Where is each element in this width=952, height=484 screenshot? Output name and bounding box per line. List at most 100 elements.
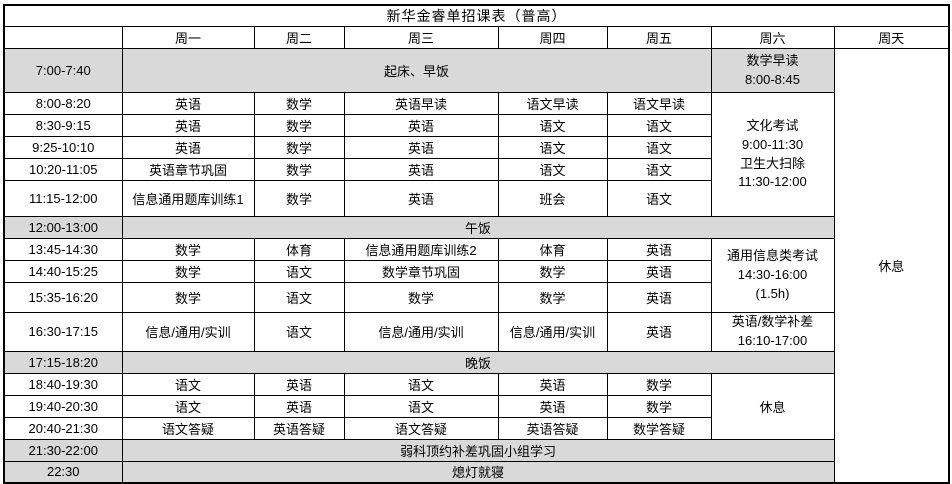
schedule-cell: 英语: [121, 114, 255, 137]
schedule-cell-sat-remedial: 英语/数学补差 16:10-17:00: [710, 312, 835, 352]
row-1020: 10:20-11:05 英语章节巩固 数学 英语 语文 语文: [3, 158, 949, 181]
schedule-cell: 语文: [497, 136, 608, 159]
schedule-cell: 英语: [343, 180, 499, 217]
schedule-cell: 语文: [606, 114, 712, 137]
row-0830: 8:30-9:15 英语 数学 英语 语文 语文: [3, 114, 949, 137]
row-1940: 19:40-20:30 语文 英语 语文 英语 数学: [3, 394, 949, 418]
schedule-cell: 英语: [343, 158, 499, 181]
schedule-cell: 数学: [497, 260, 608, 283]
schedule-cell: 英语: [343, 114, 499, 137]
time-slot: 20:40-21:30: [3, 416, 123, 440]
schedule-cell-sat-exam-cleaning: 文化考试 9:00-11:30 卫生大扫除 11:30-12:00: [710, 92, 835, 217]
schedule-cell: 数学: [253, 92, 345, 115]
time-column-header: [3, 26, 123, 49]
row-dinner: 17:15-18:20 晚饭: [3, 350, 949, 374]
day-header-thu: 周四: [497, 26, 608, 49]
time-slot: 13:45-14:30: [3, 238, 123, 261]
title-row: 新华金睿单招课表（普高）: [3, 4, 950, 27]
schedule-cell: 英语: [253, 394, 345, 418]
row-1535: 15:35-16:20 数学 语文 数学 数学 英语: [3, 282, 949, 313]
schedule-cell: 英语: [497, 372, 608, 396]
day-header-mon: 周一: [121, 26, 255, 49]
schedule-cell: 英语: [121, 92, 255, 115]
schedule-cell: 数学: [606, 394, 712, 418]
schedule-cell: 信息/通用/实训: [343, 312, 499, 352]
schedule-cell: 英语答疑: [253, 416, 345, 440]
schedule-cell: 数学: [253, 114, 345, 137]
schedule-cell: 语文早读: [497, 92, 608, 115]
schedule-cell: 数学: [121, 238, 255, 261]
schedule-cell: 体育: [497, 238, 608, 261]
time-slot: 14:40-15:25: [3, 260, 123, 283]
schedule-cell: 信息通用题库训练1: [121, 180, 255, 217]
day-header-wed: 周三: [343, 26, 499, 49]
schedule-cell-sunday-rest: 休息: [833, 48, 950, 484]
schedule-cell-dinner: 晚饭: [121, 350, 835, 374]
schedule-cell: 语文: [343, 394, 499, 418]
schedule-cell-group-study: 弱科顶约补差巩固小组学习: [121, 438, 835, 462]
schedule-cell: 英语: [606, 260, 712, 283]
schedule-cell: 语文: [121, 394, 255, 418]
schedule-cell: 数学: [121, 282, 255, 313]
time-slot: 12:00-13:00: [3, 216, 123, 239]
row-1345: 13:45-14:30 数学 体育 信息通用题库训练2 体育 英语 通用信息类考…: [3, 238, 949, 313]
row-1115: 11:15-12:00 信息通用题库训练1 数学 英语 班会 语文: [3, 180, 949, 217]
time-slot: 11:15-12:00: [3, 180, 123, 217]
schedule-cell: 英语: [497, 394, 608, 418]
schedule-cell-sat-evening-rest: 休息: [710, 372, 835, 440]
schedule-cell: 信息/通用/实训: [497, 312, 608, 352]
day-header-sat: 周六: [710, 26, 835, 49]
schedule-cell-lights-out: 熄灯就寝: [121, 460, 835, 484]
schedule-cell: 语文: [253, 312, 345, 352]
schedule-cell-lunch: 午饭: [121, 216, 835, 239]
schedule-cell: 数学: [253, 136, 345, 159]
schedule-cell: 语文: [253, 260, 345, 283]
schedule-cell: 英语答疑: [497, 416, 608, 440]
schedule-cell: 英语: [606, 282, 712, 313]
time-slot: 15:35-16:20: [3, 282, 123, 313]
schedule-cell: 数学: [253, 180, 345, 217]
schedule-cell: 英语: [606, 312, 712, 352]
time-slot: 18:40-19:30: [3, 372, 123, 396]
schedule-cell-wake-breakfast: 起床、早饭: [121, 48, 712, 93]
row-lunch: 12:00-13:00 午饭: [3, 216, 949, 239]
schedule-cell: 语文早读: [606, 92, 712, 115]
schedule-cell: 英语: [606, 238, 712, 261]
time-slot: 7:00-7:40: [3, 48, 123, 93]
row-0800: 8:00-8:20 英语 数学 英语早读 语文早读 语文早读 文化考试 9:00…: [3, 92, 949, 217]
schedule-cell: 体育: [253, 238, 345, 261]
time-slot: 10:20-11:05: [3, 158, 123, 181]
time-slot: 17:15-18:20: [3, 350, 123, 374]
schedule-cell: 语文: [606, 180, 712, 217]
schedule-cell: 数学章节巩固: [343, 260, 499, 283]
schedule-cell: 语文答疑: [343, 416, 499, 440]
row-2040: 20:40-21:30 语文答疑 英语答疑 语文答疑 英语答疑 数学答疑: [3, 416, 949, 440]
day-header-row: 周一 周二 周三 周四 周五 周六 周天: [3, 26, 950, 49]
day-header-tue: 周二: [253, 26, 345, 49]
schedule-cell: 数学: [497, 282, 608, 313]
schedule-cell: 数学: [343, 282, 499, 313]
schedule-cell: 语文答疑: [121, 416, 255, 440]
day-header-fri: 周五: [606, 26, 712, 49]
schedule-cell: 信息/通用/实训: [121, 312, 255, 352]
schedule-cell: 语文: [606, 136, 712, 159]
class-schedule-table: 新华金睿单招课表（普高） 周一 周二 周三 周四 周五 周六 周天 7:00-7…: [3, 4, 950, 484]
row-1840: 18:40-19:30 语文 英语 语文 英语 数学 休息: [3, 372, 949, 440]
row-1630: 16:30-17:15 信息/通用/实训 语文 信息/通用/实训 信息/通用/实…: [3, 312, 949, 352]
time-slot: 19:40-20:30: [3, 394, 123, 418]
schedule-cell: 英语章节巩固: [121, 158, 255, 181]
schedule-cell: 数学: [253, 158, 345, 181]
schedule-cell: 语文: [497, 114, 608, 137]
schedule-cell: 数学答疑: [606, 416, 712, 440]
schedule-cell-sat-math-reading: 数学早读 8:00-8:45: [710, 48, 835, 93]
schedule-cell: 班会: [497, 180, 608, 217]
schedule-cell-sat-info-exam: 通用信息类考试 14:30-16:00 (1.5h): [710, 238, 835, 313]
schedule-cell: 语文: [121, 372, 255, 396]
row-1440: 14:40-15:25 数学 语文 数学章节巩固 数学 英语: [3, 260, 949, 283]
schedule-cell: 数学: [121, 260, 255, 283]
schedule-cell: 英语早读: [343, 92, 499, 115]
time-slot: 9:25-10:10: [3, 136, 123, 159]
time-slot: 22:30: [3, 460, 123, 484]
row-group-study: 21:30-22:00 弱科顶约补差巩固小组学习: [3, 438, 949, 462]
schedule-cell: 语文: [497, 158, 608, 181]
